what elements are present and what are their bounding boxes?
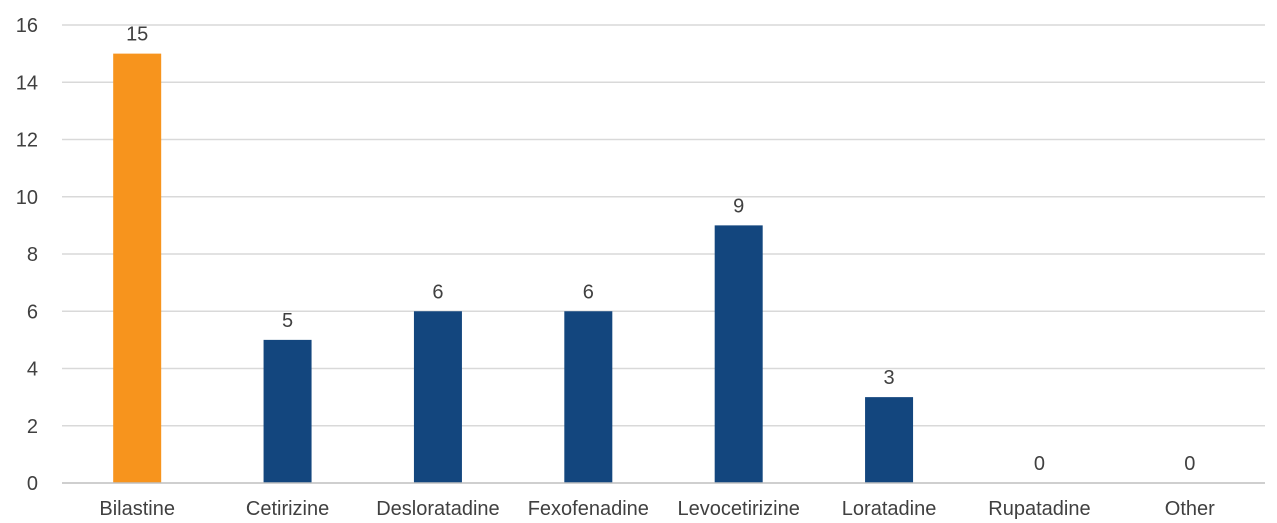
x-category-label: Loratadine [842,498,937,520]
bar-bilastine [113,53,162,483]
bar-levocetirizine [714,225,763,483]
y-tick-label: 12 [16,130,38,152]
gridlines [62,24,1265,427]
data-label: 0 [1184,453,1195,475]
y-tick-label: 6 [27,301,38,323]
bar-fexofenadine [564,311,613,483]
data-label: 15 [126,24,148,46]
y-tick-label: 14 [16,72,38,94]
data-labels: 15 5 6 6 9 3 0 0 [126,24,1195,475]
y-tick-label: 4 [27,359,38,381]
x-axis-labels: Bilastine Cetirizine Desloratadine Fexofena… [99,498,1215,520]
y-tick-label: 0 [27,473,38,495]
y-tick-label: 2 [27,416,38,438]
x-category-label: Levocetirizine [678,498,800,520]
x-category-label: Cetirizine [246,498,329,520]
x-category-label: Rupatadine [988,498,1090,520]
y-tick-label: 16 [16,15,38,37]
x-category-label: Bilastine [99,498,175,520]
data-label: 9 [733,195,744,217]
data-label: 6 [432,281,443,303]
x-category-label: Desloratadine [376,498,499,520]
data-label: 0 [1034,453,1045,475]
y-axis-ticks: 0 2 4 6 8 10 12 14 16 [16,15,38,495]
bars [113,53,914,483]
x-category-label: Other [1165,498,1215,520]
y-tick-label: 10 [16,187,38,209]
y-tick-label: 8 [27,244,38,266]
bar-loratadine [865,397,914,483]
data-label: 3 [884,367,895,389]
bar-cetirizine [263,339,312,483]
x-category-label: Fexofenadine [528,498,649,520]
bar-desloratadine [413,311,462,483]
data-label: 5 [282,310,293,332]
data-label: 6 [583,281,594,303]
